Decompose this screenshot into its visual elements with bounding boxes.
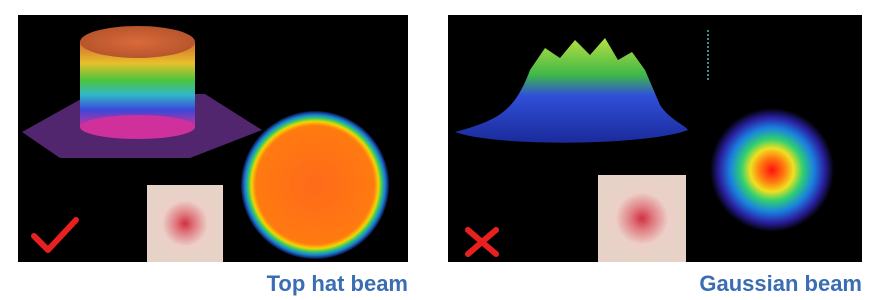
panel-label: Gaussian beam xyxy=(699,271,862,296)
panel-label: Top hat beam xyxy=(267,271,408,296)
page: {"panels": [{"label": "Top hat beam"}, {… xyxy=(0,0,870,300)
burn-sample xyxy=(598,175,686,262)
beam-spot xyxy=(710,108,834,232)
profile-cylinder-bottom xyxy=(80,115,195,139)
figure: Top hat beam Gaussian beam xyxy=(0,0,870,300)
beam-spot xyxy=(241,111,389,259)
profile-cylinder-top xyxy=(80,26,195,58)
burn-sample xyxy=(147,185,223,262)
